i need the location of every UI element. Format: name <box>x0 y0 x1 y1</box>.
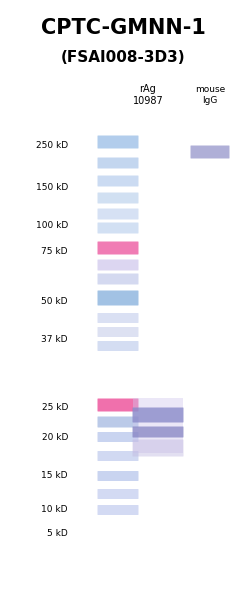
FancyBboxPatch shape <box>98 157 139 169</box>
FancyBboxPatch shape <box>98 175 139 187</box>
FancyBboxPatch shape <box>132 439 184 457</box>
Text: mouse
IgG: mouse IgG <box>195 85 225 104</box>
Text: 50 kD: 50 kD <box>41 298 68 307</box>
Text: 37 kD: 37 kD <box>41 335 68 344</box>
Text: 15 kD: 15 kD <box>41 470 68 479</box>
FancyBboxPatch shape <box>98 341 139 351</box>
FancyBboxPatch shape <box>190 145 229 158</box>
Bar <box>133 397 183 452</box>
FancyBboxPatch shape <box>98 313 139 323</box>
Text: CPTC-GMNN-1: CPTC-GMNN-1 <box>41 18 206 38</box>
FancyBboxPatch shape <box>132 427 184 437</box>
FancyBboxPatch shape <box>98 223 139 233</box>
FancyBboxPatch shape <box>98 193 139 203</box>
FancyBboxPatch shape <box>98 259 139 271</box>
FancyBboxPatch shape <box>98 327 139 337</box>
Text: rAg
10987: rAg 10987 <box>133 84 163 106</box>
Text: (FSAI008-3D3): (FSAI008-3D3) <box>61 50 186 65</box>
Text: 10 kD: 10 kD <box>41 505 68 514</box>
FancyBboxPatch shape <box>98 471 139 481</box>
Text: 25 kD: 25 kD <box>42 403 68 413</box>
FancyBboxPatch shape <box>132 407 184 422</box>
FancyBboxPatch shape <box>98 432 139 442</box>
FancyBboxPatch shape <box>98 505 139 515</box>
Text: 100 kD: 100 kD <box>36 220 68 229</box>
FancyBboxPatch shape <box>98 416 139 427</box>
FancyBboxPatch shape <box>98 489 139 499</box>
FancyBboxPatch shape <box>98 451 139 461</box>
FancyBboxPatch shape <box>98 398 139 412</box>
FancyBboxPatch shape <box>98 241 139 254</box>
FancyBboxPatch shape <box>98 290 139 305</box>
Text: 20 kD: 20 kD <box>42 433 68 443</box>
Text: 75 kD: 75 kD <box>41 247 68 257</box>
FancyBboxPatch shape <box>98 136 139 148</box>
Text: 250 kD: 250 kD <box>36 140 68 149</box>
FancyBboxPatch shape <box>98 274 139 284</box>
Text: 5 kD: 5 kD <box>47 529 68 538</box>
Text: 150 kD: 150 kD <box>36 184 68 193</box>
FancyBboxPatch shape <box>98 208 139 220</box>
